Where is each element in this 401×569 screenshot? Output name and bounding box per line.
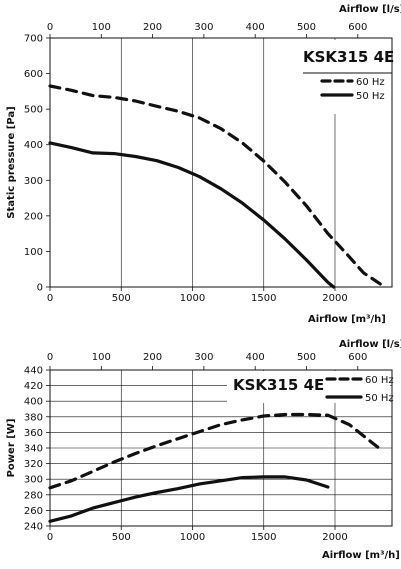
y-tick-label: 300 — [24, 475, 43, 486]
series-line-50hz — [48, 141, 336, 289]
legend-label: 60 Hz — [356, 77, 385, 88]
x2-axis-title: Airflow [l/s] — [339, 339, 401, 350]
series-line-50hz — [48, 475, 330, 523]
y-tick-label: 600 — [24, 69, 43, 80]
y-tick-label: 320 — [24, 459, 43, 470]
y-tick-label: 340 — [24, 444, 43, 455]
x2-tick-label: 600 — [348, 22, 367, 33]
x2-tick-label: 500 — [297, 352, 316, 363]
x-axis-title: Airflow [m³/h] — [322, 550, 400, 561]
x2-tick-label: 400 — [246, 352, 265, 363]
chart-2: 0 500 1000 1500 2000 0 100 200 300 400 500 600 240 26… — [6, 339, 401, 561]
x-tick-label: 500 — [112, 293, 131, 304]
y-tick-label: 280 — [24, 490, 43, 501]
y-tick-label: 300 — [24, 176, 43, 187]
y-tick-label: 400 — [24, 397, 43, 408]
x2-tick-label: 300 — [194, 22, 213, 33]
x2-tick-label: 200 — [143, 22, 162, 33]
model-title: KSK315 4E — [303, 48, 394, 66]
y-tick-label: 420 — [24, 381, 43, 392]
x2-tick-label: 200 — [143, 352, 162, 363]
series-line-60hz — [48, 84, 387, 289]
x-tick-label: 2000 — [322, 293, 347, 304]
x-tick-label: 1500 — [251, 532, 276, 543]
y-tick-label: 200 — [24, 211, 43, 222]
y-tick-label: 500 — [24, 105, 43, 116]
y-tick-label: 100 — [24, 247, 43, 258]
legend-label: 60 Hz — [365, 375, 394, 386]
x2-tick-label: 100 — [92, 22, 111, 33]
y-axis-title: Power [W] — [6, 419, 17, 478]
x-tick-label: 2000 — [322, 532, 347, 543]
model-title: KSK315 4E — [233, 376, 324, 394]
legend-label: 50 Hz — [365, 393, 394, 404]
y-tick-label: 440 — [24, 366, 43, 377]
y-tick-label: 700 — [24, 34, 43, 45]
y-tick-label: 380 — [24, 412, 43, 423]
chart-1: 0 500 1000 1500 2000 0 100 200 300 400 500 600 0 100 2… — [6, 4, 401, 325]
x-tick-label: 1000 — [180, 293, 205, 304]
x-tick-label: 0 — [47, 532, 53, 543]
y-tick-label: 0 — [37, 283, 43, 294]
x-tick-label: 1000 — [180, 532, 205, 543]
x2-tick-label: 0 — [47, 22, 53, 33]
y-tick-label: 260 — [24, 506, 43, 517]
y-tick-label: 400 — [24, 140, 43, 151]
y-tick-label: 360 — [24, 428, 43, 439]
x2-tick-label: 500 — [297, 22, 316, 33]
x2-tick-label: 400 — [246, 22, 265, 33]
y-axis-title: Static pressure [Pa] — [6, 106, 17, 218]
legend-label: 50 Hz — [356, 91, 385, 102]
x-tick-label: 500 — [112, 532, 131, 543]
x-axis-title: Airflow [m³/h] — [308, 314, 386, 325]
x2-tick-label: 0 — [47, 352, 53, 363]
x-tick-label: 0 — [47, 293, 53, 304]
x2-tick-label: 600 — [348, 352, 367, 363]
legend-box — [227, 371, 390, 403]
legend-box — [299, 40, 390, 114]
x-tick-label: 1500 — [251, 293, 276, 304]
x2-tick-label: 300 — [194, 352, 213, 363]
x2-axis-title: Airflow [l/s] — [339, 4, 401, 15]
x2-tick-label: 100 — [92, 352, 111, 363]
y-tick-label: 240 — [24, 522, 43, 533]
series-line-60hz — [48, 412, 380, 490]
